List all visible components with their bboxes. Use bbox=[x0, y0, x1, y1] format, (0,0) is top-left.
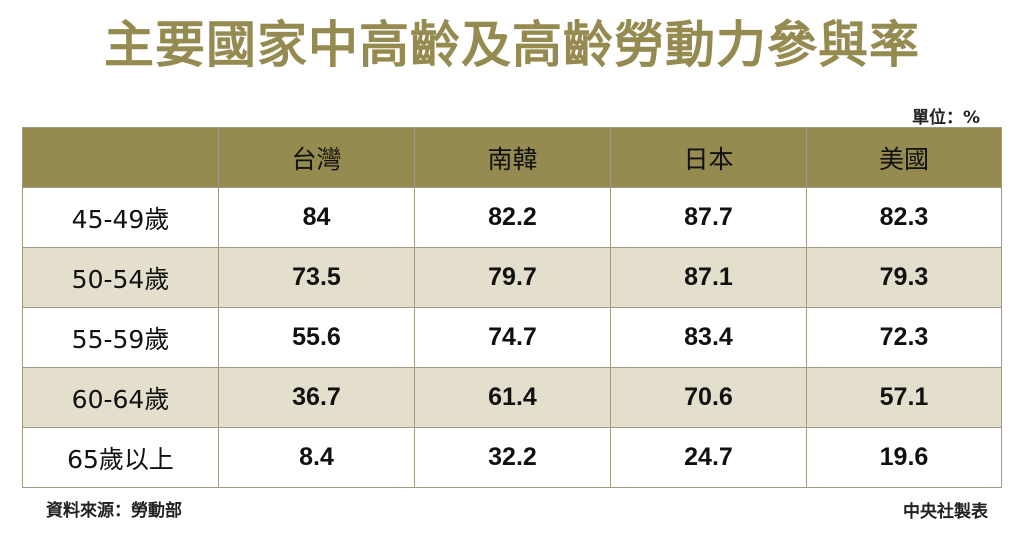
cell-value: 87.7 bbox=[610, 187, 807, 248]
cell-value: 72.3 bbox=[806, 307, 1002, 368]
row-label: 65歲以上 bbox=[22, 427, 219, 488]
cell-value: 70.6 bbox=[610, 367, 807, 428]
table-row: 45-49歲 84 82.2 87.7 82.3 bbox=[22, 187, 1002, 248]
cell-value: 57.1 bbox=[806, 367, 1002, 428]
cell-value: 87.1 bbox=[610, 247, 807, 308]
cell-value: 83.4 bbox=[610, 307, 807, 368]
credit-note: 中央社製表 bbox=[903, 502, 988, 522]
cell-value: 19.6 bbox=[806, 427, 1002, 488]
row-label: 45-49歲 bbox=[22, 187, 219, 248]
cell-value: 32.2 bbox=[414, 427, 611, 488]
column-header-korea: 南韓 bbox=[414, 127, 611, 188]
table-row: 55-59歲 55.6 74.7 83.4 72.3 bbox=[22, 307, 1002, 368]
cell-value: 73.5 bbox=[218, 247, 415, 308]
table-header-row: 台灣 南韓 日本 美國 bbox=[22, 127, 1002, 188]
cell-value: 55.6 bbox=[218, 307, 415, 368]
cell-value: 79.7 bbox=[414, 247, 611, 308]
cell-value: 61.4 bbox=[414, 367, 611, 428]
cell-value: 82.3 bbox=[806, 187, 1002, 248]
table-row: 50-54歲 73.5 79.7 87.1 79.3 bbox=[22, 247, 1002, 308]
row-label: 50-54歲 bbox=[22, 247, 219, 308]
cell-value: 74.7 bbox=[414, 307, 611, 368]
page-title: 主要國家中高齡及高齡勞動力參與率 bbox=[104, 16, 920, 74]
column-header-taiwan: 台灣 bbox=[218, 127, 415, 188]
source-note: 資料來源：勞動部 bbox=[46, 501, 182, 521]
cell-value: 79.3 bbox=[806, 247, 1002, 308]
table-row: 60-64歲 36.7 61.4 70.6 57.1 bbox=[22, 367, 1002, 428]
cell-value: 82.2 bbox=[414, 187, 611, 248]
column-header-japan: 日本 bbox=[610, 127, 807, 188]
row-label: 55-59歲 bbox=[22, 307, 219, 368]
unit-label: 單位：% bbox=[911, 108, 980, 128]
column-header-usa: 美國 bbox=[806, 127, 1002, 188]
data-table: 台灣 南韓 日本 美國 45-49歲 84 82.2 87.7 82.3 50-… bbox=[22, 127, 1002, 488]
cell-value: 36.7 bbox=[218, 367, 415, 428]
cell-value: 8.4 bbox=[218, 427, 415, 488]
table-row: 65歲以上 8.4 32.2 24.7 19.6 bbox=[22, 427, 1002, 488]
cell-value: 84 bbox=[218, 187, 415, 248]
header-corner bbox=[22, 127, 219, 188]
cell-value: 24.7 bbox=[610, 427, 807, 488]
row-label: 60-64歲 bbox=[22, 367, 219, 428]
